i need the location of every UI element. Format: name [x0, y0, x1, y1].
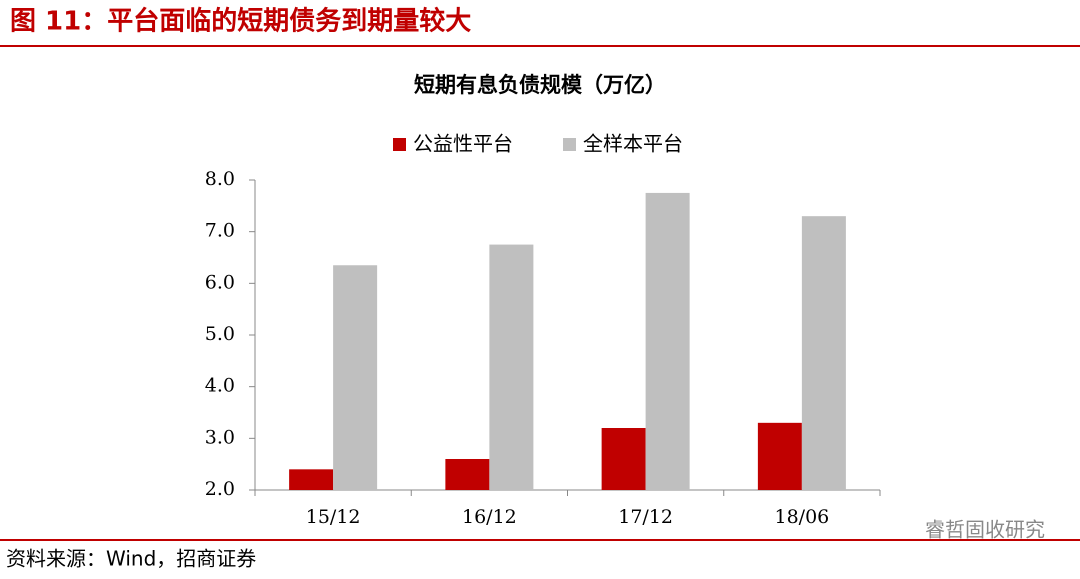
bar: [601, 428, 646, 490]
figure-title: 图 11：平台面临的短期债务到期量较大: [10, 6, 471, 37]
legend-swatch: [393, 138, 406, 151]
x-tick-label: 17/12: [618, 506, 673, 528]
bar: [757, 422, 802, 490]
y-tick-label: 4.0: [205, 375, 235, 397]
bar: [289, 469, 334, 490]
x-tick-label: 15/12: [306, 506, 361, 528]
bar: [645, 192, 690, 490]
legend-swatch: [563, 138, 576, 151]
bar: [801, 216, 846, 490]
y-tick-label: 7.0: [205, 220, 235, 242]
y-tick-label: 6.0: [205, 271, 235, 293]
x-tick-label: 16/12: [462, 506, 517, 528]
x-tick-label: 18/06: [774, 506, 829, 528]
source-note: 资料来源：Wind，招商证券: [6, 547, 256, 571]
y-tick-label: 3.0: [205, 426, 235, 448]
chart-title: 短期有息负债规模（万亿）: [414, 73, 666, 97]
legend-label: 公益性平台: [413, 132, 513, 156]
y-tick-label: 2.0: [205, 478, 235, 500]
bar: [489, 244, 534, 490]
bar: [333, 265, 378, 490]
watermark: 睿哲固收研究: [925, 518, 1045, 542]
y-tick-label: 5.0: [205, 323, 235, 345]
legend-label: 全样本平台: [583, 132, 683, 156]
bar: [445, 459, 490, 490]
y-tick-label: 8.0: [205, 168, 235, 190]
